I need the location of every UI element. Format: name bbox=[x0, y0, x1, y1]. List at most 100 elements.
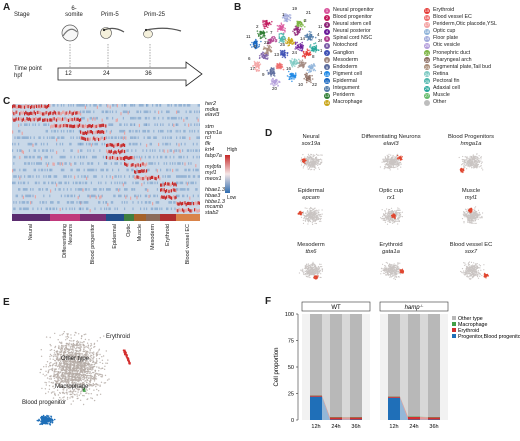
cell-group-label: Muscle bbox=[137, 224, 143, 242]
legend-label: Pectoral fin bbox=[433, 77, 460, 84]
legend-label: Blood progenitor bbox=[333, 14, 372, 21]
feature-plot-title: Neural sox19a bbox=[272, 134, 350, 147]
legend-label: Floor plate bbox=[433, 35, 459, 42]
legend-color-dot: 11 bbox=[324, 78, 330, 85]
cluster-number-label: 19 bbox=[292, 6, 298, 11]
stacked-bar-segment bbox=[350, 417, 362, 420]
legend-color-dot: 13 bbox=[324, 92, 330, 99]
legend-label: Retina bbox=[433, 70, 449, 77]
legend-label: Erythroid bbox=[433, 7, 455, 13]
gene-label: meox1 bbox=[205, 175, 222, 182]
area-band bbox=[388, 397, 440, 420]
legend-color-dot: 12 bbox=[324, 85, 330, 92]
x-tick-label: 12h bbox=[389, 424, 398, 430]
feature-plot-gene: rx1 bbox=[386, 194, 396, 201]
cluster-number-label: 15 bbox=[320, 48, 322, 53]
panel-letter-d: D bbox=[265, 128, 273, 139]
legend-color-dot: 25 bbox=[424, 78, 430, 85]
gene-label: hbae1.3 bbox=[205, 187, 225, 194]
tsne-points bbox=[249, 13, 320, 87]
stacked-bar-segment bbox=[310, 314, 322, 396]
gene-label: fabp7a bbox=[205, 152, 222, 159]
gene-label: mdka bbox=[205, 106, 219, 113]
cluster-legend-right: 15 Erythroid 16 Blood vessel EC 17 Periderm,O… bbox=[424, 7, 497, 106]
cluster-number-label: 9 bbox=[262, 72, 265, 77]
cell-group-label: Blood vessel EC bbox=[185, 224, 191, 265]
cluster-number-label: 26 bbox=[318, 38, 322, 43]
legend-item: 21 Pronephric duct bbox=[424, 50, 497, 57]
panel-f: 0 25 50 75 100 Cell proportion WT 12h 24h 36h hamp… bbox=[268, 298, 520, 441]
feature-tsne-plot bbox=[458, 153, 484, 174]
feature-tsne-plot bbox=[298, 261, 324, 280]
cell-group-label: Erythroid bbox=[165, 224, 171, 247]
timeline-arrow bbox=[57, 44, 203, 87]
panel-letter-f: F bbox=[265, 296, 272, 307]
panel-b: 1234567891011121314151617181920212223242… bbox=[234, 0, 520, 125]
x-tick-label: 36h bbox=[429, 424, 438, 430]
legend-color-dot: 1 bbox=[324, 7, 330, 14]
cluster-number-label: 18 bbox=[320, 70, 322, 75]
embryo-prim-5-icon bbox=[100, 27, 125, 39]
feature-tsne-plot bbox=[380, 261, 405, 280]
legend-color-dot: 16 bbox=[424, 14, 430, 21]
x-tick-label: 24h bbox=[409, 424, 418, 430]
tsne-cluster-plot: 1234567891011121314151617181920212223242… bbox=[246, 6, 322, 91]
x-tick-label: 12h bbox=[311, 424, 320, 430]
feature-plot-gene: hmga1a bbox=[460, 140, 482, 147]
legend-color-dot: 22 bbox=[424, 57, 430, 64]
label-blood-progenitor: Blood progenitor bbox=[22, 400, 67, 406]
embryo-6-somite-icon bbox=[61, 24, 79, 42]
legend-label: Endoderm bbox=[333, 63, 358, 70]
feature-plot-gene: epcam bbox=[302, 194, 320, 201]
legend-item: 2 Blood progenitor bbox=[324, 14, 374, 21]
feature-plot-cell-type: Blood vessel EC bbox=[449, 242, 493, 248]
legend-label: Spinal cord NSC bbox=[333, 35, 373, 42]
feature-plot-cell-type: Erythroid bbox=[379, 242, 403, 248]
feature-plot-cell-type: Neural bbox=[302, 134, 320, 140]
stacked-bar-segment bbox=[408, 416, 420, 420]
timepoint-12: 12 bbox=[65, 71, 72, 77]
legend-color-dot: 6 bbox=[324, 43, 330, 50]
feature-tsne-plot bbox=[461, 206, 484, 224]
group-color-segment bbox=[176, 214, 200, 221]
cluster-number-label: 6 bbox=[248, 56, 251, 61]
tsne-e-points bbox=[36, 331, 131, 426]
legend-label: Blood vessel EC bbox=[433, 14, 472, 21]
stacked-bar-segment bbox=[408, 314, 420, 417]
feature-plot-cell-type: Muscle bbox=[461, 188, 481, 194]
legend-item: 10 Pigment cell bbox=[324, 71, 374, 78]
stacked-bar-segment bbox=[388, 396, 400, 398]
panel-letter-b: B bbox=[234, 2, 242, 13]
heatmap-color-legend: High Low bbox=[225, 147, 255, 207]
legend-item: 9 Endoderm bbox=[324, 64, 374, 71]
cluster-number-label: 24 bbox=[292, 50, 298, 55]
feature-plot-cell-type: Mesoderm bbox=[297, 242, 325, 248]
tsne-highlight-plot bbox=[36, 331, 131, 426]
group-color-segment bbox=[160, 214, 176, 221]
legend-swatch bbox=[452, 334, 456, 338]
timepoint-24: 24 bbox=[103, 71, 110, 77]
legend-color-dot: 26 bbox=[424, 85, 430, 92]
stacked-bar-segment bbox=[388, 397, 400, 420]
panel-e: Other type Erythroid Macrophage Blood pr… bbox=[0, 298, 265, 441]
legend-item: 18 Optic cup bbox=[424, 28, 497, 35]
cluster-number-label: 12 bbox=[318, 24, 322, 29]
legend-item: 11 Epidermal bbox=[324, 78, 374, 85]
y-tick-label: 0 bbox=[291, 418, 294, 424]
cluster-number-label: 2 bbox=[256, 24, 259, 29]
stacked-bar-segment bbox=[350, 314, 362, 418]
feature-tsne-plot bbox=[380, 207, 403, 225]
feature-plot-gene: elavl3 bbox=[383, 140, 399, 147]
gene-label: hbae3 bbox=[205, 192, 221, 199]
panel-a: Stage 6- somite Prim-5 Prim-25 Time poin… bbox=[0, 0, 230, 95]
gene-label: krt4 bbox=[205, 146, 215, 153]
feature-tsne-plot bbox=[460, 261, 489, 280]
gene-label: hbbe1.3 bbox=[205, 198, 225, 205]
feature-tsne-plot bbox=[300, 153, 323, 171]
cell-group-label: Blood progenitor bbox=[90, 224, 96, 265]
feature-plot-gene: sox19a bbox=[301, 140, 321, 147]
cluster-number-label: 21 bbox=[306, 10, 312, 15]
cluster-number-label: 16 bbox=[286, 66, 292, 71]
cell-group-label: Neural bbox=[28, 224, 34, 241]
legend-label: Segmental plate,Tail bud bbox=[433, 63, 492, 70]
